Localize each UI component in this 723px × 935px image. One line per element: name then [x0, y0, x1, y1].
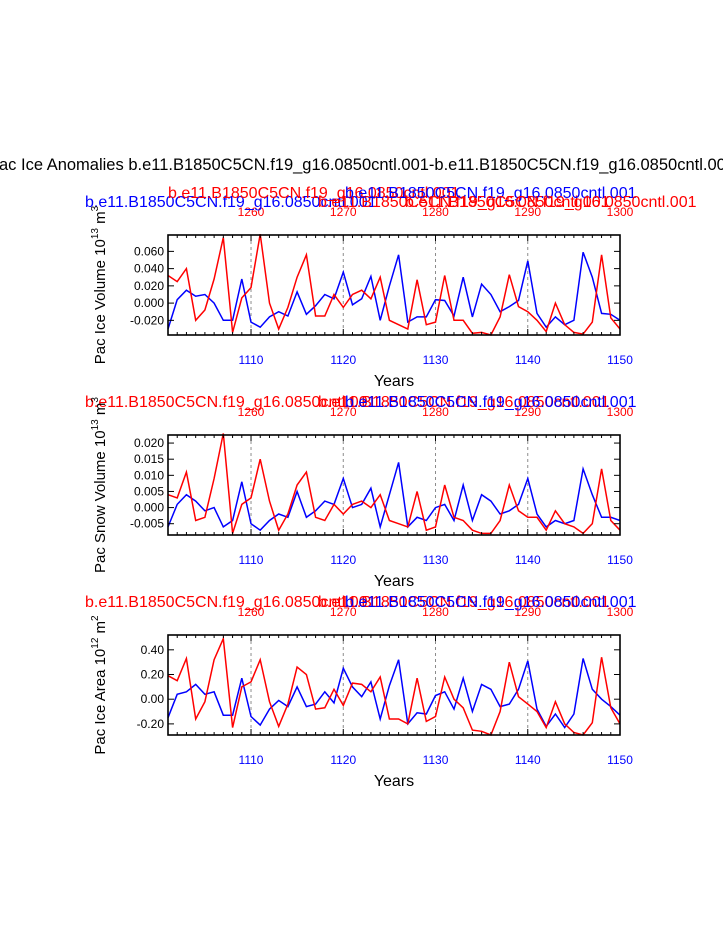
run-label: b.e11.B1850C5CN.f19_g16.0850cntl.001	[345, 594, 637, 611]
top-x-tick-label: 1290	[514, 205, 541, 219]
chart-panel-1: -0.020 0.000 0.020 0.040 0.060 1110 1120 1130 11…	[85, 185, 697, 390]
x-axis-label: Years	[374, 373, 414, 390]
y-tick-label: 0.020	[134, 436, 164, 450]
top-x-tick-label: 1280	[422, 605, 449, 619]
y-tick-label: 0.20	[141, 668, 165, 682]
plot-frame	[167, 234, 621, 336]
run-label: b.e11.B1850C5CN.f19_g16.0850cntl.001	[168, 185, 460, 202]
chart-panel-2: -0.005 0.000 0.005 0.010 0.015 0.020 1110 1120 1…	[85, 394, 637, 590]
main-title: Pac Ice Anomalies b.e11.B1850C5CN.f19_g1…	[0, 156, 723, 174]
x-tick-label: 1150	[607, 753, 633, 767]
run-label: b.e11.B1850C5CN.f19_g16.0850cntl.001	[318, 394, 610, 411]
chart-panel-3: -0.20 0.00 0.20 0.40 1110 1120 1130 1140 1150 126…	[85, 594, 637, 790]
x-tick-label: 1120	[330, 753, 356, 767]
run-label: b.e11.B1850C5CN.f19_g16.0850cntl.001	[405, 194, 697, 211]
x-tick-label: 1130	[423, 753, 449, 767]
y-tick-label: 0.020	[134, 279, 164, 293]
x-tick-label: 1110	[239, 753, 264, 767]
top-x-tick-label: 1290	[514, 605, 541, 619]
panels: -0.020 0.000 0.020 0.040 0.060 1110 1120 1130 11…	[85, 185, 697, 790]
top-x-tick-label: 1270	[330, 405, 357, 419]
top-x-tick-label: 1280	[422, 405, 449, 419]
series-line-blue	[167, 251, 621, 330]
run-label: b.e11.B1850C5CN.f19_g16.0850cntl.001	[318, 194, 610, 211]
run-label: b.e11.B1850C5CN.f19_g16.0850cntl.001	[345, 185, 637, 202]
plot-frame	[167, 634, 621, 736]
y-tick-label: 0.040	[134, 262, 164, 276]
series-line-red	[167, 233, 621, 336]
series-line-red	[167, 635, 621, 736]
y-tick-label: 0.015	[134, 452, 164, 466]
x-tick-label: 1130	[423, 553, 449, 567]
y-tick-label: 0.00	[141, 692, 165, 706]
y-axis-label: Pac Ice Area 1012 m2	[90, 615, 109, 755]
y-tick-label: -0.20	[137, 717, 165, 731]
y-axis-label: Pac Ice Volume 1013 m3	[90, 205, 109, 364]
x-tick-label: 1130	[423, 353, 449, 367]
top-x-tick-label: 1290	[514, 405, 541, 419]
run-label: b.e11.B1850C5CN.f19_g16.0850cntl.001	[85, 394, 377, 411]
y-tick-label: -0.020	[130, 313, 164, 327]
x-tick-label: 1140	[515, 353, 541, 367]
y-axis-label: Pac Snow Volume 1013 m3	[90, 397, 109, 573]
x-tick-label: 1110	[239, 353, 264, 367]
top-x-tick-label: 1270	[330, 205, 357, 219]
series-line-blue	[167, 462, 621, 532]
x-tick-label: 1140	[515, 753, 541, 767]
y-tick-label: 0.000	[134, 501, 164, 515]
y-tick-label: 0.060	[134, 244, 164, 258]
plot-frame	[167, 434, 621, 536]
x-axis-label: Years	[374, 573, 414, 590]
top-x-tick-label: 1260	[238, 205, 265, 219]
y-tick-label: 0.000	[134, 296, 164, 310]
y-tick-label: -0.005	[130, 517, 164, 531]
run-label: b.e11.B1850C5CN.f19_g16.0850cntl.001	[345, 394, 637, 411]
top-x-tick-label: 1280	[422, 205, 449, 219]
top-x-tick-label: 1300	[607, 605, 634, 619]
x-tick-label: 1120	[330, 553, 356, 567]
top-x-tick-label: 1300	[607, 205, 634, 219]
series-line-red	[167, 433, 621, 535]
y-tick-label: 0.010	[134, 468, 164, 482]
run-label: b.e11.B1850C5CN.f19_g16.0850cntl.001	[85, 594, 377, 611]
x-tick-label: 1150	[607, 353, 633, 367]
top-x-tick-label: 1300	[607, 405, 634, 419]
x-tick-label: 1140	[515, 553, 541, 567]
y-tick-label: 0.005	[134, 484, 164, 498]
run-label: b.e11.B1850C5CN.f19_g16.0850cntl.001	[318, 594, 610, 611]
top-x-tick-label: 1260	[238, 605, 265, 619]
x-tick-label: 1120	[330, 353, 356, 367]
top-x-tick-label: 1270	[330, 605, 357, 619]
x-tick-label: 1150	[607, 553, 633, 567]
x-axis-label: Years	[374, 773, 414, 790]
top-x-tick-label: 1260	[238, 405, 265, 419]
y-tick-label: 0.40	[141, 643, 165, 657]
run-label: b.e11.B1850C5CN.f19_g16.0850cntl.001	[85, 194, 377, 211]
x-tick-label: 1110	[239, 553, 264, 567]
series-line-blue	[167, 658, 621, 729]
